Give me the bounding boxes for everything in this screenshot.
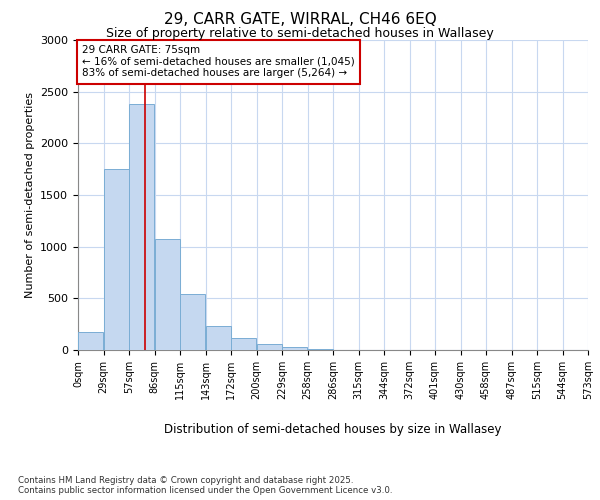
Y-axis label: Number of semi-detached properties: Number of semi-detached properties: [25, 92, 35, 298]
Bar: [104, 169, 129, 350]
Text: Contains HM Land Registry data © Crown copyright and database right 2025.
Contai: Contains HM Land Registry data © Crown c…: [18, 476, 392, 495]
Text: Size of property relative to semi-detached houses in Wallasey: Size of property relative to semi-detach…: [106, 28, 494, 40]
Text: 29, CARR GATE, WIRRAL, CH46 6EQ: 29, CARR GATE, WIRRAL, CH46 6EQ: [164, 12, 436, 28]
Bar: [155, 240, 180, 350]
Bar: [206, 326, 231, 350]
Text: Distribution of semi-detached houses by size in Wallasey: Distribution of semi-detached houses by …: [164, 422, 502, 436]
Bar: [257, 344, 282, 350]
Bar: [180, 294, 205, 350]
Bar: [308, 349, 333, 350]
Bar: [282, 347, 307, 350]
Text: 29 CARR GATE: 75sqm
← 16% of semi-detached houses are smaller (1,045)
83% of sem: 29 CARR GATE: 75sqm ← 16% of semi-detach…: [82, 45, 355, 78]
Bar: [231, 338, 256, 350]
Bar: [129, 104, 154, 350]
Bar: [78, 332, 103, 350]
